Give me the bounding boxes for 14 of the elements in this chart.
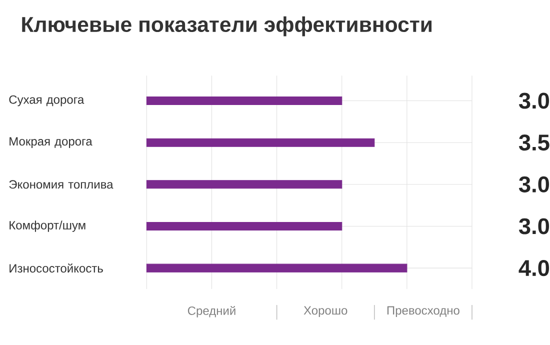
chart-title: Ключевые показатели эффективности xyxy=(22,16,432,36)
text: Средний xyxy=(188,306,236,318)
y-tick-label: Сухая дорога xyxy=(9,95,84,106)
data-label: 4.0 xyxy=(518,260,550,276)
y-tick-label: Износостойкость xyxy=(10,264,103,273)
y-tick-label: Комфорт/шум xyxy=(10,220,86,232)
y-tick-label: Мокрая дорога xyxy=(10,137,92,148)
data-label: 3.5 xyxy=(518,134,550,151)
data-label: 3.0 xyxy=(518,218,550,234)
text: Превосходно xyxy=(387,306,460,318)
y-tick-label: Экономия топлива xyxy=(9,180,114,189)
data-label: 3.0 xyxy=(518,92,550,109)
text: Хорошо xyxy=(304,306,348,318)
data-label: 3.0 xyxy=(518,176,550,192)
